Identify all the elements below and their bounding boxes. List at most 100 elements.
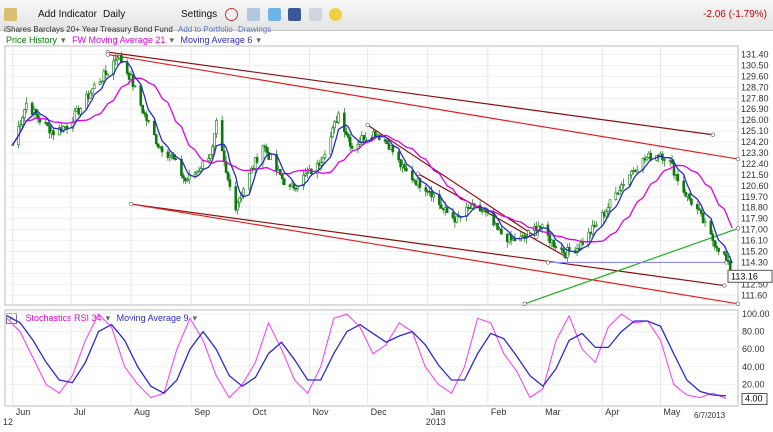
trendline-anchor bbox=[128, 201, 134, 207]
drawings-link[interactable]: Drawings bbox=[237, 25, 272, 34]
price-candle bbox=[296, 185, 300, 190]
note-icon[interactable] bbox=[329, 8, 342, 21]
legend-price-history[interactable]: Price History bbox=[6, 35, 58, 45]
price-candle bbox=[618, 190, 622, 195]
price-candle bbox=[65, 125, 69, 129]
price-candle bbox=[374, 131, 377, 137]
y-tick-label: 130.50 bbox=[741, 60, 769, 70]
price-candle bbox=[697, 208, 701, 211]
price-candle bbox=[717, 247, 720, 252]
price-candle bbox=[566, 247, 569, 258]
price-candle bbox=[469, 207, 472, 210]
price-candle bbox=[118, 55, 121, 59]
price-candle bbox=[224, 161, 228, 173]
price-candle bbox=[391, 145, 395, 153]
price-candle bbox=[643, 158, 647, 161]
price-candle bbox=[131, 74, 135, 87]
trendline bbox=[130, 203, 739, 305]
alarm-icon[interactable] bbox=[225, 8, 238, 21]
price-candle bbox=[663, 159, 666, 161]
price-candle bbox=[401, 164, 404, 168]
price-candle bbox=[261, 145, 265, 163]
price-candle bbox=[564, 252, 567, 258]
price-candle bbox=[628, 174, 631, 185]
price-candle bbox=[533, 226, 536, 231]
trendline-anchor bbox=[415, 171, 421, 176]
y-tick-label: 114.30 bbox=[741, 257, 768, 267]
x-year-label: 2013 bbox=[426, 417, 446, 427]
legend-osc-ma9[interactable]: Moving Average 9 bbox=[116, 313, 189, 323]
price-candle bbox=[730, 273, 734, 277]
price-candle bbox=[608, 199, 612, 208]
price-candle bbox=[63, 125, 67, 128]
price-candle bbox=[211, 146, 214, 155]
period-select[interactable]: Daily bbox=[103, 9, 126, 20]
price-candle bbox=[453, 217, 457, 223]
price-candle bbox=[641, 158, 645, 171]
price-candle bbox=[511, 238, 515, 241]
x-tick-label: Jun bbox=[16, 407, 31, 417]
price-candle bbox=[399, 159, 402, 168]
price-candle bbox=[602, 212, 606, 217]
legend-ma6[interactable]: Moving Average 6 bbox=[180, 35, 253, 45]
price-candle bbox=[337, 112, 340, 123]
price-candle bbox=[154, 134, 158, 145]
price-candle bbox=[38, 118, 42, 123]
price-candle bbox=[614, 192, 618, 201]
price-candle bbox=[472, 203, 476, 206]
add-to-portfolio-link[interactable]: Add to Portfolio bbox=[178, 25, 233, 34]
chart-type-icon[interactable] bbox=[247, 8, 260, 21]
price-candle bbox=[496, 222, 499, 230]
price-candle bbox=[387, 143, 391, 150]
price-candle bbox=[166, 151, 170, 158]
x-tick-label: Dec bbox=[371, 407, 388, 417]
price-candle bbox=[372, 131, 375, 139]
price-candle bbox=[129, 74, 133, 80]
price-candle bbox=[695, 204, 699, 210]
price-candle bbox=[346, 134, 350, 138]
price-candle bbox=[412, 179, 416, 182]
osc-last-value-label: 4.00 bbox=[745, 393, 763, 403]
price-candle bbox=[226, 172, 230, 180]
legend-fw-ma21[interactable]: FW Moving Average 21 bbox=[72, 35, 166, 45]
price-candle bbox=[575, 248, 579, 254]
facebook-icon[interactable] bbox=[288, 8, 301, 21]
price-candle bbox=[600, 212, 604, 226]
price-candle bbox=[686, 193, 689, 197]
y-tick-label: 127.80 bbox=[741, 93, 769, 103]
price-candle bbox=[201, 160, 205, 169]
price-candle bbox=[525, 236, 528, 239]
price-candle bbox=[715, 246, 718, 249]
price-candle bbox=[604, 211, 608, 217]
stoch-rsi-line bbox=[6, 313, 727, 399]
price-candle bbox=[25, 102, 28, 110]
trendline-anchor bbox=[128, 201, 134, 207]
fund-name: iShares Barclays 20+ Year Treasury Bond … bbox=[4, 25, 173, 34]
price-candle bbox=[364, 137, 367, 141]
close-panel-icon[interactable]: × bbox=[6, 313, 17, 324]
price-candle bbox=[34, 108, 38, 115]
price-candle bbox=[538, 225, 542, 228]
trendline-anchor bbox=[105, 52, 110, 57]
price-candle bbox=[430, 191, 433, 198]
price-candle bbox=[548, 235, 552, 244]
price-candle bbox=[478, 204, 482, 212]
price-candle bbox=[236, 202, 239, 211]
price-candle bbox=[440, 204, 443, 209]
add-indicator-button[interactable]: Add Indicator bbox=[38, 9, 97, 20]
price-candle bbox=[523, 235, 526, 239]
price-candle bbox=[630, 171, 633, 176]
legend-stoch-rsi[interactable]: Stochastics RSI 34 bbox=[25, 313, 102, 323]
price-candle bbox=[240, 194, 243, 199]
price-candle bbox=[331, 127, 335, 138]
y-tick-label: 112.50 bbox=[741, 279, 768, 289]
price-candle bbox=[432, 194, 435, 198]
twitter-icon[interactable] bbox=[268, 8, 281, 21]
settings-button[interactable]: Settings bbox=[181, 9, 218, 20]
x-tick-label: Nov bbox=[312, 407, 329, 417]
share-icon[interactable] bbox=[309, 8, 322, 21]
trendline bbox=[367, 124, 537, 238]
price-candle bbox=[116, 57, 119, 60]
price-candle bbox=[418, 178, 422, 188]
